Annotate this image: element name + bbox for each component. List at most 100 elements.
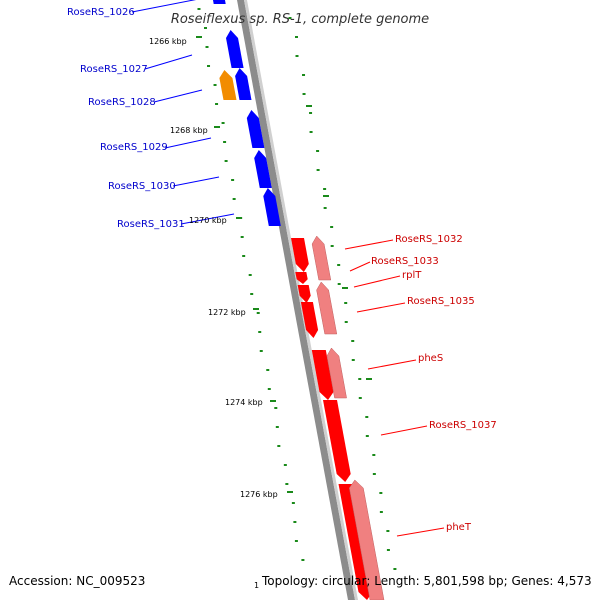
gene-roseRS-1030-shape [254, 150, 272, 188]
gc-dot-left [213, 84, 217, 86]
gene-label-rosers-1035: RoseRS_1035 [407, 296, 475, 307]
gene-label-phes: pheS [418, 353, 443, 364]
gene-label-rosers-1030: RoseRS_1030 [108, 181, 176, 192]
gc-dot-left [242, 255, 246, 257]
leader-line [353, 275, 401, 288]
gc-dot-left [231, 179, 235, 181]
tick-label: 1268 kbp [170, 126, 208, 135]
genome-summary-text: Topology: circular; Length: 5,801,598 bp… [262, 574, 592, 588]
gc-dot-right [302, 74, 306, 76]
gc-dot-left [205, 46, 209, 48]
gc-dot-left [256, 312, 260, 314]
gc-dot-right [302, 93, 306, 95]
gene-roseRS-1033-shape [295, 272, 308, 284]
gc-dash [236, 217, 242, 219]
gene-label-rosers-1029: RoseRS_1029 [100, 142, 168, 153]
leader-line [380, 425, 428, 436]
gc-dash [342, 287, 348, 289]
tick-label: 1276 kbp [240, 490, 278, 499]
gc-dot-left [215, 103, 219, 105]
gc-dot-right [309, 112, 313, 114]
gc-dot-right [379, 492, 383, 494]
genome-backbone [237, 0, 355, 600]
leader-line [349, 261, 371, 272]
leader-line [396, 527, 445, 537]
gene-roseRS-1027b-shape [235, 68, 252, 100]
gc-dot-right [344, 302, 348, 304]
gc-dot-right [316, 150, 320, 152]
gene-pheT-shape [338, 484, 373, 600]
leader-line [367, 359, 417, 370]
gene-label-rosers-1027: RoseRS_1027 [80, 64, 148, 75]
genome-backbone-highlight [244, 0, 358, 600]
gene-roseRS-1032-shape [291, 238, 309, 272]
gc-dash [287, 491, 293, 493]
gene-roseRS-1029-shape [246, 110, 265, 148]
gc-dash [214, 126, 220, 128]
leader-line [131, 0, 197, 13]
gene-label-rosers-1033: RoseRS_1033 [371, 256, 439, 267]
gene-roseRS-1037-shape [323, 400, 351, 482]
tick-label: 1274 kbp [225, 398, 263, 407]
gene-roseRS-1027-shape [226, 30, 244, 68]
gc-dot-right [294, 36, 298, 38]
gc-dash [270, 400, 276, 402]
gene-label-rosers-1028: RoseRS_1028 [88, 97, 156, 108]
gc-dot-right [365, 435, 369, 437]
gc-skew-dots [196, 8, 397, 570]
gc-dot-right [379, 511, 383, 513]
gc-dot-right [330, 226, 334, 228]
gene-label-phet: pheT [446, 522, 472, 533]
gc-dash [196, 36, 202, 38]
gc-dot-left [258, 331, 262, 333]
gene-label-rosers-1031: RoseRS_1031 [117, 219, 185, 230]
gc-dot-right [358, 397, 362, 399]
gene-label-rosers-1026: RoseRS_1026 [67, 7, 135, 18]
gc-dot-left [248, 274, 252, 276]
tick-label: 1266 kbp [149, 37, 187, 46]
gc-dot-right [295, 55, 299, 57]
gene-features [212, 0, 385, 600]
gene-roseRS-1031-shape [263, 188, 281, 226]
gc-dot-right [330, 245, 334, 247]
gc-dot-left [267, 388, 271, 390]
gc-dot-left [221, 122, 225, 124]
gc-dot-left [197, 8, 201, 10]
position-ticks: 1266 kbp 1268 kbp 1270 kbp 1272 kbp 1274 kbp… [149, 37, 278, 499]
gc-dot-left [223, 141, 227, 143]
gc-dot-right [372, 454, 376, 456]
gc-dot-left [294, 540, 298, 542]
gc-dot-right [323, 188, 327, 190]
gc-dot-left [266, 369, 270, 371]
gene-roseRS-1035-track [316, 281, 338, 335]
leader-line [172, 176, 220, 187]
gc-dot-left [274, 407, 278, 409]
gc-dot-right [288, 17, 292, 19]
gc-dot-left [277, 445, 281, 447]
map-title: Roseiflexus sp. RS-1, complete genome [171, 12, 429, 27]
gc-dot-right [358, 378, 362, 380]
gc-dot-left [301, 559, 305, 561]
accession-text: Accession: NC_009523 [9, 574, 146, 588]
leader-line [344, 239, 394, 250]
gc-dot-right [316, 169, 320, 171]
gc-dot-right [386, 549, 390, 551]
gc-dot-right [337, 264, 341, 266]
gene-pheS-track [326, 347, 347, 399]
gc-dot-left [203, 27, 207, 29]
gc-dot-left [291, 502, 295, 504]
gc-dot-left [285, 483, 289, 485]
gc-dash [253, 308, 259, 310]
gc-dot-right [365, 416, 369, 418]
gc-dot-left [293, 521, 297, 523]
leader-line [153, 89, 203, 103]
gene-label-rplt: rplT [402, 270, 422, 281]
gene-roseRS-1035-shape [300, 302, 319, 338]
gc-dot-left [259, 350, 263, 352]
gc-dot-right [323, 207, 327, 209]
gene-label-rosers-1037: RoseRS_1037 [429, 420, 497, 431]
leader-line [164, 137, 212, 149]
gene-roseRS-1026-shape [212, 0, 226, 4]
gc-dot-left [275, 426, 279, 428]
